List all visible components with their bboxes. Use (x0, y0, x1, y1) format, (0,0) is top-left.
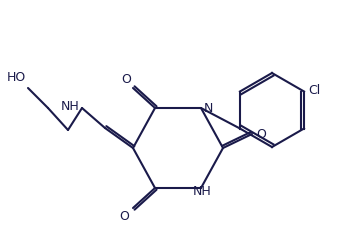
Text: O: O (256, 128, 266, 141)
Text: NH: NH (193, 185, 211, 198)
Text: Cl: Cl (308, 84, 320, 97)
Text: HO: HO (7, 71, 26, 84)
Text: NH: NH (61, 99, 80, 113)
Text: O: O (121, 73, 131, 86)
Text: N: N (204, 103, 214, 116)
Text: O: O (119, 210, 129, 223)
